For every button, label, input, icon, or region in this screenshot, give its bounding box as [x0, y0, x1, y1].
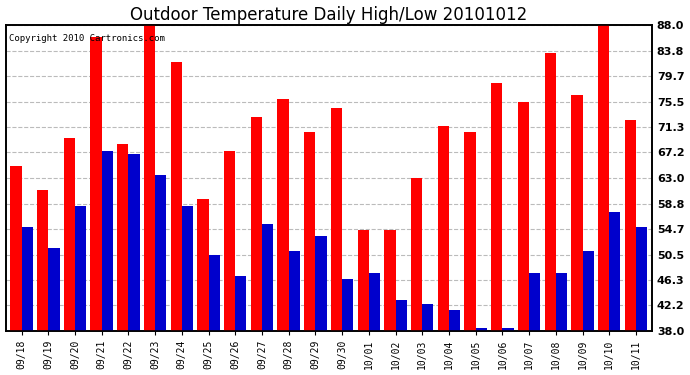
Bar — [369, 273, 380, 331]
Bar — [208, 255, 220, 331]
Bar — [422, 303, 433, 331]
Bar — [342, 279, 353, 331]
Bar — [529, 273, 540, 331]
Bar — [21, 227, 33, 331]
Bar — [395, 300, 406, 331]
Bar — [90, 38, 101, 331]
Bar — [357, 230, 369, 331]
Bar — [250, 117, 262, 331]
Text: Copyright 2010 Cartronics.com: Copyright 2010 Cartronics.com — [9, 34, 165, 43]
Bar — [262, 224, 273, 331]
Bar — [449, 310, 460, 331]
Bar — [117, 144, 128, 331]
Bar — [464, 132, 475, 331]
Bar — [609, 212, 620, 331]
Bar — [624, 120, 636, 331]
Bar — [63, 138, 75, 331]
Bar — [182, 206, 193, 331]
Bar — [170, 62, 182, 331]
Bar — [144, 22, 155, 331]
Bar — [437, 126, 449, 331]
Bar — [491, 83, 502, 331]
Bar — [544, 53, 556, 331]
Bar — [502, 328, 513, 331]
Bar — [571, 96, 582, 331]
Bar — [155, 175, 166, 331]
Bar — [235, 276, 246, 331]
Bar — [288, 252, 300, 331]
Bar — [277, 99, 288, 331]
Bar — [101, 150, 113, 331]
Bar — [304, 132, 315, 331]
Bar — [224, 150, 235, 331]
Bar — [48, 249, 59, 331]
Bar — [128, 154, 139, 331]
Bar — [331, 108, 342, 331]
Bar — [475, 328, 487, 331]
Bar — [197, 200, 208, 331]
Bar — [556, 273, 567, 331]
Bar — [598, 25, 609, 331]
Bar — [518, 102, 529, 331]
Bar — [411, 178, 422, 331]
Bar — [315, 236, 326, 331]
Title: Outdoor Temperature Daily High/Low 20101012: Outdoor Temperature Daily High/Low 20101… — [130, 6, 527, 24]
Bar — [10, 166, 21, 331]
Bar — [582, 252, 593, 331]
Bar — [37, 190, 48, 331]
Bar — [384, 230, 395, 331]
Bar — [636, 227, 647, 331]
Bar — [75, 206, 86, 331]
